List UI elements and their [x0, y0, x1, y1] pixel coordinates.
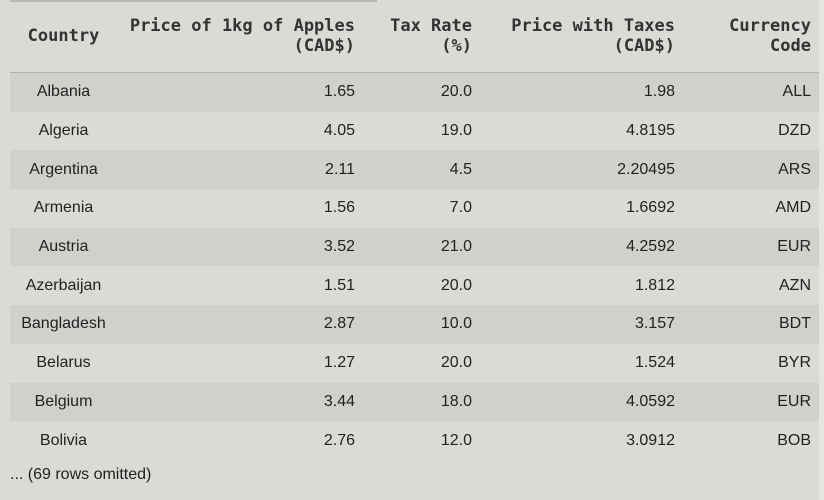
cell-country: Azerbaijan [25, 276, 102, 294]
cell-tax-rate: 20.0 [440, 276, 472, 294]
header-tax-line-1: Tax Rate [390, 16, 472, 36]
cell-tax-rate: 18.0 [440, 392, 472, 410]
scroll-edge [819, 0, 824, 500]
cell-tax-rate: 10.0 [440, 315, 472, 333]
cell-country: Austria [38, 238, 89, 256]
cell-price-with-taxes: 1.6692 [626, 199, 675, 217]
cell-country: Algeria [38, 122, 89, 140]
cell-price-with-taxes: 1.98 [643, 83, 675, 101]
cell-price-with-taxes: 3.0912 [626, 431, 675, 449]
cell-country: Bangladesh [21, 315, 106, 333]
cell-tax-rate: 19.0 [440, 122, 472, 140]
cell-price-with-taxes: 1.812 [634, 276, 675, 294]
table-body: Albania 1.65 20.0 1.98 ALL Algeria 4.05 … [10, 72, 819, 460]
cell-price-with-taxes: 3.157 [634, 315, 675, 333]
cell-price-with-taxes: 4.0592 [626, 392, 675, 410]
cell-price-with-taxes: 4.2592 [626, 238, 675, 256]
cell-price: 2.76 [323, 431, 355, 449]
table-row: Bolivia 2.76 12.0 3.0912 BOB [10, 421, 819, 460]
cell-price-with-taxes: 2.20495 [617, 160, 675, 178]
cell-price: 2.87 [323, 315, 355, 333]
cell-currency-code: BOB [777, 431, 811, 449]
rows-omitted-note: ... (69 rows omitted) [10, 466, 152, 483]
cell-price: 2.11 [325, 160, 355, 178]
table-row: Belarus 1.27 20.0 1.524 BYR [10, 343, 819, 383]
cell-price: 4.05 [323, 122, 355, 140]
cell-tax-rate: 20.0 [440, 83, 472, 101]
header-price-taxes-line-1: Price with Taxes [511, 16, 675, 36]
table-row: Albania 1.65 20.0 1.98 ALL [10, 72, 819, 112]
header-price-line-2: (CAD$) [293, 36, 355, 56]
cell-country: Belarus [36, 354, 91, 372]
header-price-line-1: Price of 1kg of Apples [129, 16, 355, 36]
cell-country: Armenia [33, 199, 94, 217]
cell-currency-code: AMD [775, 199, 811, 217]
data-table: Country Price of 1kg of Apples (CAD$) Ta… [10, 0, 819, 460]
cell-currency-code: EUR [777, 392, 811, 410]
cell-currency-code: AZN [779, 276, 811, 294]
cell-currency-code: EUR [777, 238, 811, 256]
cell-currency-code: BDT [779, 315, 811, 333]
cell-tax-rate: 20.0 [440, 354, 472, 372]
header-price-with-taxes: Price with Taxes (CAD$) [480, 0, 683, 73]
header-row: Country Price of 1kg of Apples (CAD$) Ta… [10, 0, 819, 73]
table-row: Bangladesh 2.87 10.0 3.157 BDT [10, 305, 819, 344]
header-country-line-1: Country [27, 26, 100, 46]
cell-price: 1.51 [323, 276, 355, 294]
cell-country: Argentina [29, 160, 98, 178]
table-row: Argentina 2.11 4.5 2.20495 ARS [10, 150, 819, 190]
cell-price-with-taxes: 1.524 [634, 354, 675, 372]
cell-tax-rate: 4.5 [449, 160, 472, 178]
cell-country: Albania [36, 83, 91, 101]
cell-price: 1.65 [323, 83, 355, 101]
header-currency-code: Currency Code [683, 0, 819, 73]
table-row: Algeria 4.05 19.0 4.8195 DZD [10, 111, 819, 151]
table-row: Azerbaijan 1.51 20.0 1.812 AZN [10, 266, 819, 306]
cell-price: 3.44 [323, 392, 355, 410]
header-tax-line-2: (%) [441, 36, 472, 56]
cell-price: 1.56 [323, 199, 355, 217]
cell-currency-code: ALL [782, 83, 811, 101]
cell-tax-rate: 12.0 [440, 431, 472, 449]
header-price-taxes-line-2: (CAD$) [613, 36, 675, 56]
cell-price: 3.52 [323, 238, 355, 256]
cell-price: 1.27 [323, 354, 355, 372]
header-tax-rate: Tax Rate (%) [363, 0, 480, 73]
table-header: Country Price of 1kg of Apples (CAD$) Ta… [10, 0, 819, 73]
cell-country: Bolivia [39, 431, 88, 449]
header-currency-line-2: Code [770, 36, 811, 56]
cell-currency-code: ARS [778, 160, 811, 178]
cell-currency-code: BYR [778, 354, 811, 372]
cell-price-with-taxes: 4.8195 [626, 122, 675, 140]
header-currency-line-1: Currency [729, 16, 811, 36]
cell-tax-rate: 21.0 [440, 238, 472, 256]
table-row: Austria 3.52 21.0 4.2592 EUR [10, 227, 819, 267]
header-country: Country [10, 0, 117, 73]
cell-country: Belgium [34, 392, 93, 410]
cell-tax-rate: 7.0 [449, 199, 472, 217]
table-row: Belgium 3.44 18.0 4.0592 EUR [10, 382, 819, 422]
header-price: Price of 1kg of Apples (CAD$) [117, 0, 363, 73]
table-row: Armenia 1.56 7.0 1.6692 AMD [10, 189, 819, 228]
cell-currency-code: DZD [778, 122, 811, 140]
